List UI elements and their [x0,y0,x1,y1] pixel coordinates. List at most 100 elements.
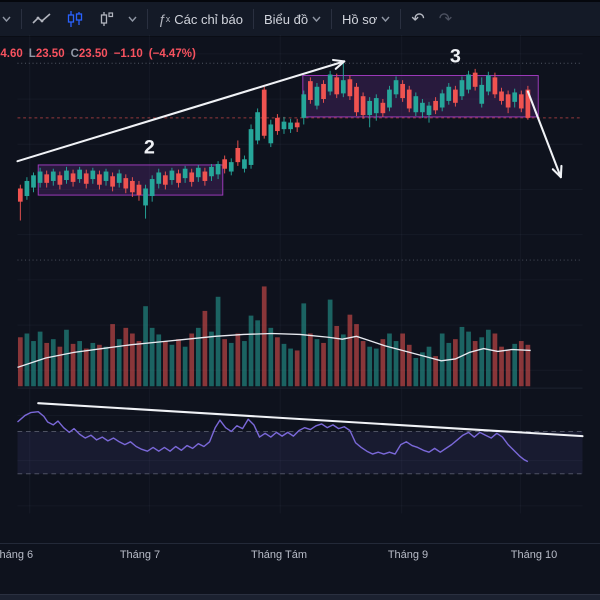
rsi-trendline[interactable] [37,402,584,438]
candle-body [268,124,274,144]
volume-bar [242,341,247,387]
trend-arrow-line[interactable] [526,90,562,179]
candlestick-style-button-active[interactable] [59,2,91,36]
candle-body [97,174,102,185]
volume-bar [439,333,445,387]
line-chart-style-button[interactable] [25,2,59,36]
volume-bar [57,346,63,387]
candle-body [413,96,419,113]
volume-bar [479,337,485,387]
candle-body [321,83,326,100]
volume-bar [518,341,524,387]
chevron-down-icon [312,16,321,22]
candle-body [195,167,201,178]
time-axis-label: Tháng Tám [250,549,308,561]
candle-body [189,172,195,182]
volume-bar [492,333,498,387]
volume-bar [499,346,504,387]
candle-body [393,80,399,95]
candle-body [327,74,333,92]
redo-icon: ↷ [438,11,453,28]
volume-bar [360,341,366,387]
candle-body [380,102,386,114]
chart-menu-label: Biểu đồ [263,11,309,27]
volume-bar [261,286,267,387]
indicators-button-label: Các chỉ báo [174,11,243,27]
candle-body [446,86,452,101]
volume-bar [209,331,214,387]
profile-menu-button[interactable]: Hồ sơ [335,2,397,36]
candle-body [50,171,56,181]
volume-bar [24,333,30,387]
volume-bar [156,334,162,387]
candle-body [169,170,175,181]
candle-body [261,89,267,136]
volume-bar [123,327,129,387]
redo-button[interactable]: ↷ [432,2,459,36]
volume-bar [512,343,518,387]
candle-body [426,105,432,116]
volume-bar [136,341,142,387]
toolbar-divider [21,9,22,29]
chart-style-menu-button[interactable] [121,2,144,36]
volume-bar [406,344,412,387]
toolbar-divider [252,9,254,29]
time-axis[interactable]: Tháng 6 Tháng 7 Tháng Tám Tháng 9 Tháng 10 [0,543,600,568]
undo-button[interactable]: ↶ [404,2,431,36]
volume-bar [64,329,69,387]
hollow-candle-style-button[interactable] [91,2,121,36]
candle-body [123,178,129,189]
candle-body [439,93,445,108]
candle-body [479,84,485,104]
volume-bar [393,341,399,387]
volume-bar [195,327,201,387]
candle-body [44,174,50,183]
candle-body [242,159,247,169]
candle-body [308,81,313,100]
candle-body [222,159,228,169]
candle-body [505,94,511,108]
chevron-down-icon [2,16,11,22]
candle-body [301,94,307,118]
volume-bar [50,339,56,387]
volume-bar [327,299,333,387]
trend-arrow-line[interactable] [16,60,346,163]
volume-bar [182,346,188,387]
volume-bar [110,324,115,387]
chart-menu-button[interactable]: Biểu đồ [257,2,328,36]
candle-body [37,171,43,183]
candle-body [248,129,254,165]
candle-body [492,77,498,95]
candle-body [64,170,69,181]
trend-arrow-head [551,164,563,179]
volume-bar [413,357,419,387]
candle-body [400,83,405,99]
rsi-line [17,410,529,463]
volume-bar [301,303,307,387]
volume-bar [433,356,438,387]
candle-body [57,175,63,185]
time-axis-label: Tháng 7 [119,549,161,561]
candle-body [314,86,320,106]
candle-body [420,102,425,113]
volume-bar [281,343,287,387]
candle-body [288,122,293,130]
candle-body [228,162,234,172]
symbol-options-button[interactable] [0,2,18,36]
candle-body [525,89,531,118]
volume-bar [90,342,96,387]
candle-body [472,72,478,87]
profile-menu-label: Hồ sơ [342,11,378,27]
legend-change-percent: (−4.47%) [148,48,196,60]
volume-bar [143,306,148,387]
volume-bar [288,348,293,387]
volume-bar [387,333,392,387]
candle-body [70,173,76,182]
price-chart-canvas[interactable]: 23 [0,35,600,600]
candle-body [235,148,241,163]
undo-icon: ↶ [411,11,425,28]
volume-bar [446,342,452,387]
volume-bar [103,346,109,387]
